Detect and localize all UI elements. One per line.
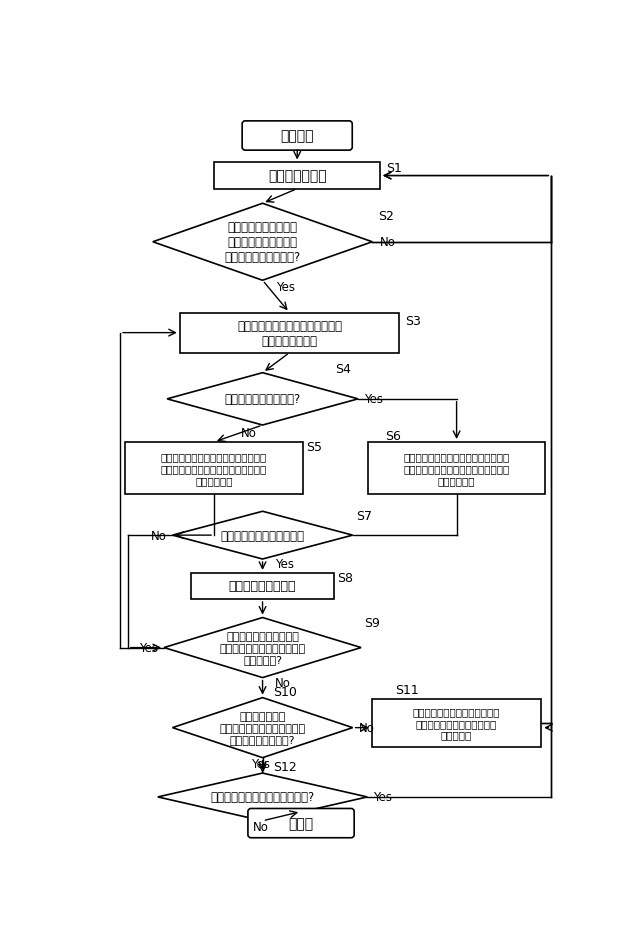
Polygon shape xyxy=(164,618,361,678)
Text: Yes: Yes xyxy=(275,558,294,570)
Text: S10: S10 xyxy=(273,685,297,699)
Text: S7: S7 xyxy=(356,510,372,523)
Text: 競合する属性値が存在?: 競合する属性値が存在? xyxy=(225,393,301,406)
Bar xyxy=(180,313,399,353)
Bar xyxy=(191,573,334,599)
Bar xyxy=(368,443,545,495)
Text: 複合イベント条件に合致？: 複合イベント条件に合致？ xyxy=(221,529,305,542)
Text: S5: S5 xyxy=(307,441,323,454)
Text: S3: S3 xyxy=(405,314,421,328)
Text: 受信イベントが
グループ化されたイベントの
集合に含まれている?: 受信イベントが グループ化されたイベントの 集合に含まれている? xyxy=(220,711,306,745)
Bar xyxy=(214,163,380,190)
Text: Yes: Yes xyxy=(364,393,383,406)
Text: No: No xyxy=(150,529,166,542)
Text: 受信したイベントを特定したルールに
関連したグループ化されたイベントの
集合から除外: 受信したイベントを特定したルールに 関連したグループ化されたイベントの 集合から… xyxy=(403,452,509,485)
Polygon shape xyxy=(158,773,367,821)
Text: 受信したイベントを特定したルールに
関連したグループ化されたイベントの
集合に含める: 受信したイベントを特定したルールに 関連したグループ化されたイベントの 集合に含… xyxy=(161,452,267,485)
Text: エンド: エンド xyxy=(289,817,314,830)
Bar xyxy=(372,700,541,747)
Polygon shape xyxy=(167,373,358,426)
Text: イベントを受信: イベントを受信 xyxy=(268,169,326,183)
Text: No: No xyxy=(241,427,257,440)
Text: 受信イベントが適合し
過去イベントにも適合
しているルールが存在?: 受信イベントが適合し 過去イベントにも適合 しているルールが存在? xyxy=(225,221,301,264)
Text: S1: S1 xyxy=(386,161,402,175)
Text: Yes: Yes xyxy=(252,757,271,770)
Text: 評価していないイベントが存在?: 評価していないイベントが存在? xyxy=(211,790,315,803)
Text: 受信したイベントを基に新規の
グループ化されたイベントの
集合を作成: 受信したイベントを基に新規の グループ化されたイベントの 集合を作成 xyxy=(413,707,500,740)
Polygon shape xyxy=(153,204,372,281)
Text: S11: S11 xyxy=(395,683,419,697)
Text: Yes: Yes xyxy=(139,641,158,654)
Text: S2: S2 xyxy=(378,210,394,223)
Text: S9: S9 xyxy=(364,616,380,629)
Text: S4: S4 xyxy=(335,362,351,375)
Text: No: No xyxy=(380,236,396,249)
Text: 記憶されている過去イベントとの
間で属性値を比較: 記憶されている過去イベントとの 間で属性値を比較 xyxy=(237,319,342,347)
FancyBboxPatch shape xyxy=(242,122,352,151)
Text: Yes: Yes xyxy=(373,790,392,803)
Text: S8: S8 xyxy=(337,571,353,584)
Text: 属性値を比較していない
グループ化されたイベントの
集合が存在?: 属性値を比較していない グループ化されたイベントの 集合が存在? xyxy=(220,632,306,665)
Text: No: No xyxy=(359,721,374,734)
Text: S12: S12 xyxy=(273,761,297,773)
Text: No: No xyxy=(275,676,291,689)
Text: Yes: Yes xyxy=(276,280,296,294)
Bar xyxy=(125,443,303,495)
Text: S6: S6 xyxy=(385,430,401,443)
Text: No: No xyxy=(253,820,269,834)
Text: スタート: スタート xyxy=(280,129,314,143)
Polygon shape xyxy=(172,698,353,758)
Text: 複合イベントを出力: 複合イベントを出力 xyxy=(229,580,296,593)
Polygon shape xyxy=(172,512,353,560)
FancyBboxPatch shape xyxy=(248,809,354,838)
